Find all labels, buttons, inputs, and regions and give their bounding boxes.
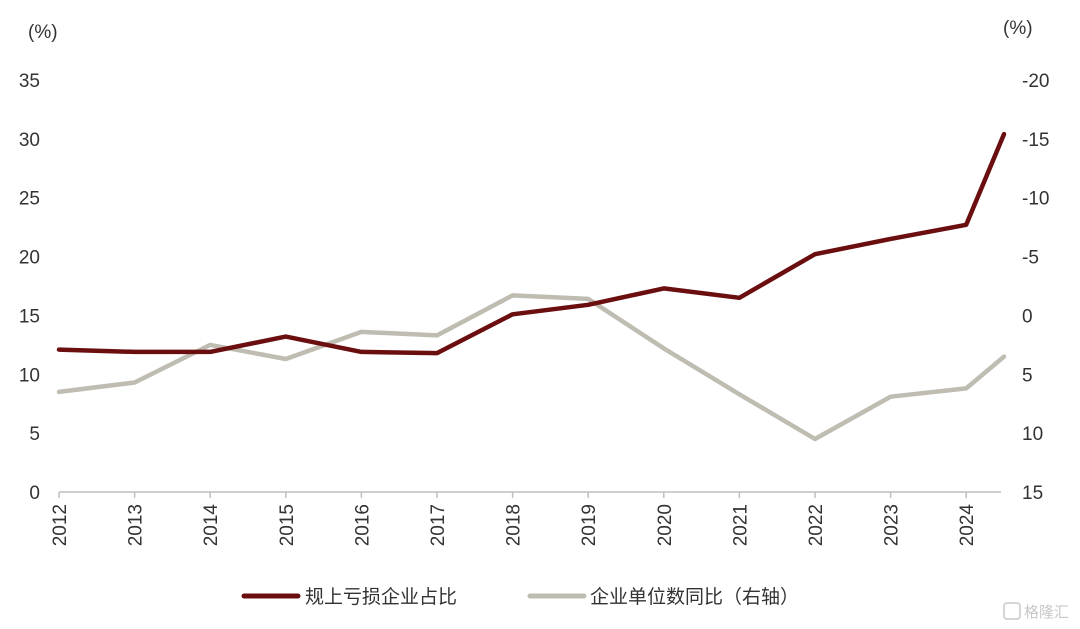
legend-label: 企业单位数同比（右轴） — [590, 586, 799, 608]
y-right-tick-label: -20 — [1022, 71, 1049, 92]
y-right-tick-label: -15 — [1022, 130, 1049, 151]
y-left-tick-label: 20 — [19, 248, 40, 269]
y-left-tick-label: 30 — [19, 130, 40, 151]
y-right-tick-label: -5 — [1022, 248, 1039, 269]
legend-label: 规上亏损企业占比 — [305, 586, 457, 608]
x-tick-label: 2012 — [50, 504, 71, 546]
y-left-tick-label: 15 — [19, 306, 40, 327]
series-layer — [56, 131, 1007, 442]
y-left-unit-label: (%) — [28, 22, 58, 43]
x-tick-label: 2015 — [277, 504, 298, 546]
y-left-tick-label: 35 — [19, 71, 40, 92]
y-right-tick-label: 0 — [1022, 306, 1033, 327]
x-tick-label: 2014 — [201, 504, 222, 547]
y-right-tick-label: 15 — [1022, 483, 1043, 504]
y-left-tick-label: 10 — [19, 365, 40, 386]
x-tick-label: 2023 — [882, 504, 903, 546]
x-tick-label: 2024 — [957, 504, 978, 547]
y-right-tick-label: 5 — [1022, 365, 1033, 386]
x-tick-label: 2018 — [504, 504, 525, 546]
y-left-tick-label: 0 — [29, 483, 40, 504]
series-line-left-axis — [56, 131, 1007, 356]
axes: 2012 2013 2014 2015 2016 2017 2018 2019 2020 2021… — [19, 18, 1050, 546]
legend: 规上亏损企业占比 企业单位数同比（右轴） — [241, 586, 799, 608]
series-line-right-axis — [56, 293, 1007, 442]
x-tick-label: 2021 — [730, 504, 751, 546]
x-tick-label: 2019 — [579, 504, 600, 546]
y-left-tick-label: 25 — [19, 189, 40, 210]
x-tick-label: 2013 — [126, 504, 147, 546]
y-left-tick-label: 5 — [29, 424, 40, 445]
y-right-tick-label: -10 — [1022, 189, 1049, 210]
watermark-text: 格隆汇 — [1024, 603, 1069, 621]
y-right-tick-label: 10 — [1022, 424, 1043, 445]
watermark: 格隆汇 — [1003, 602, 1069, 621]
x-tick-label: 2020 — [655, 504, 676, 546]
x-tick-label: 2017 — [428, 504, 449, 546]
x-tick-label: 2016 — [352, 504, 373, 546]
watermark-logo-icon — [1003, 602, 1021, 620]
x-tick-label: 2022 — [806, 504, 827, 546]
y-right-unit-label: (%) — [1003, 18, 1033, 39]
